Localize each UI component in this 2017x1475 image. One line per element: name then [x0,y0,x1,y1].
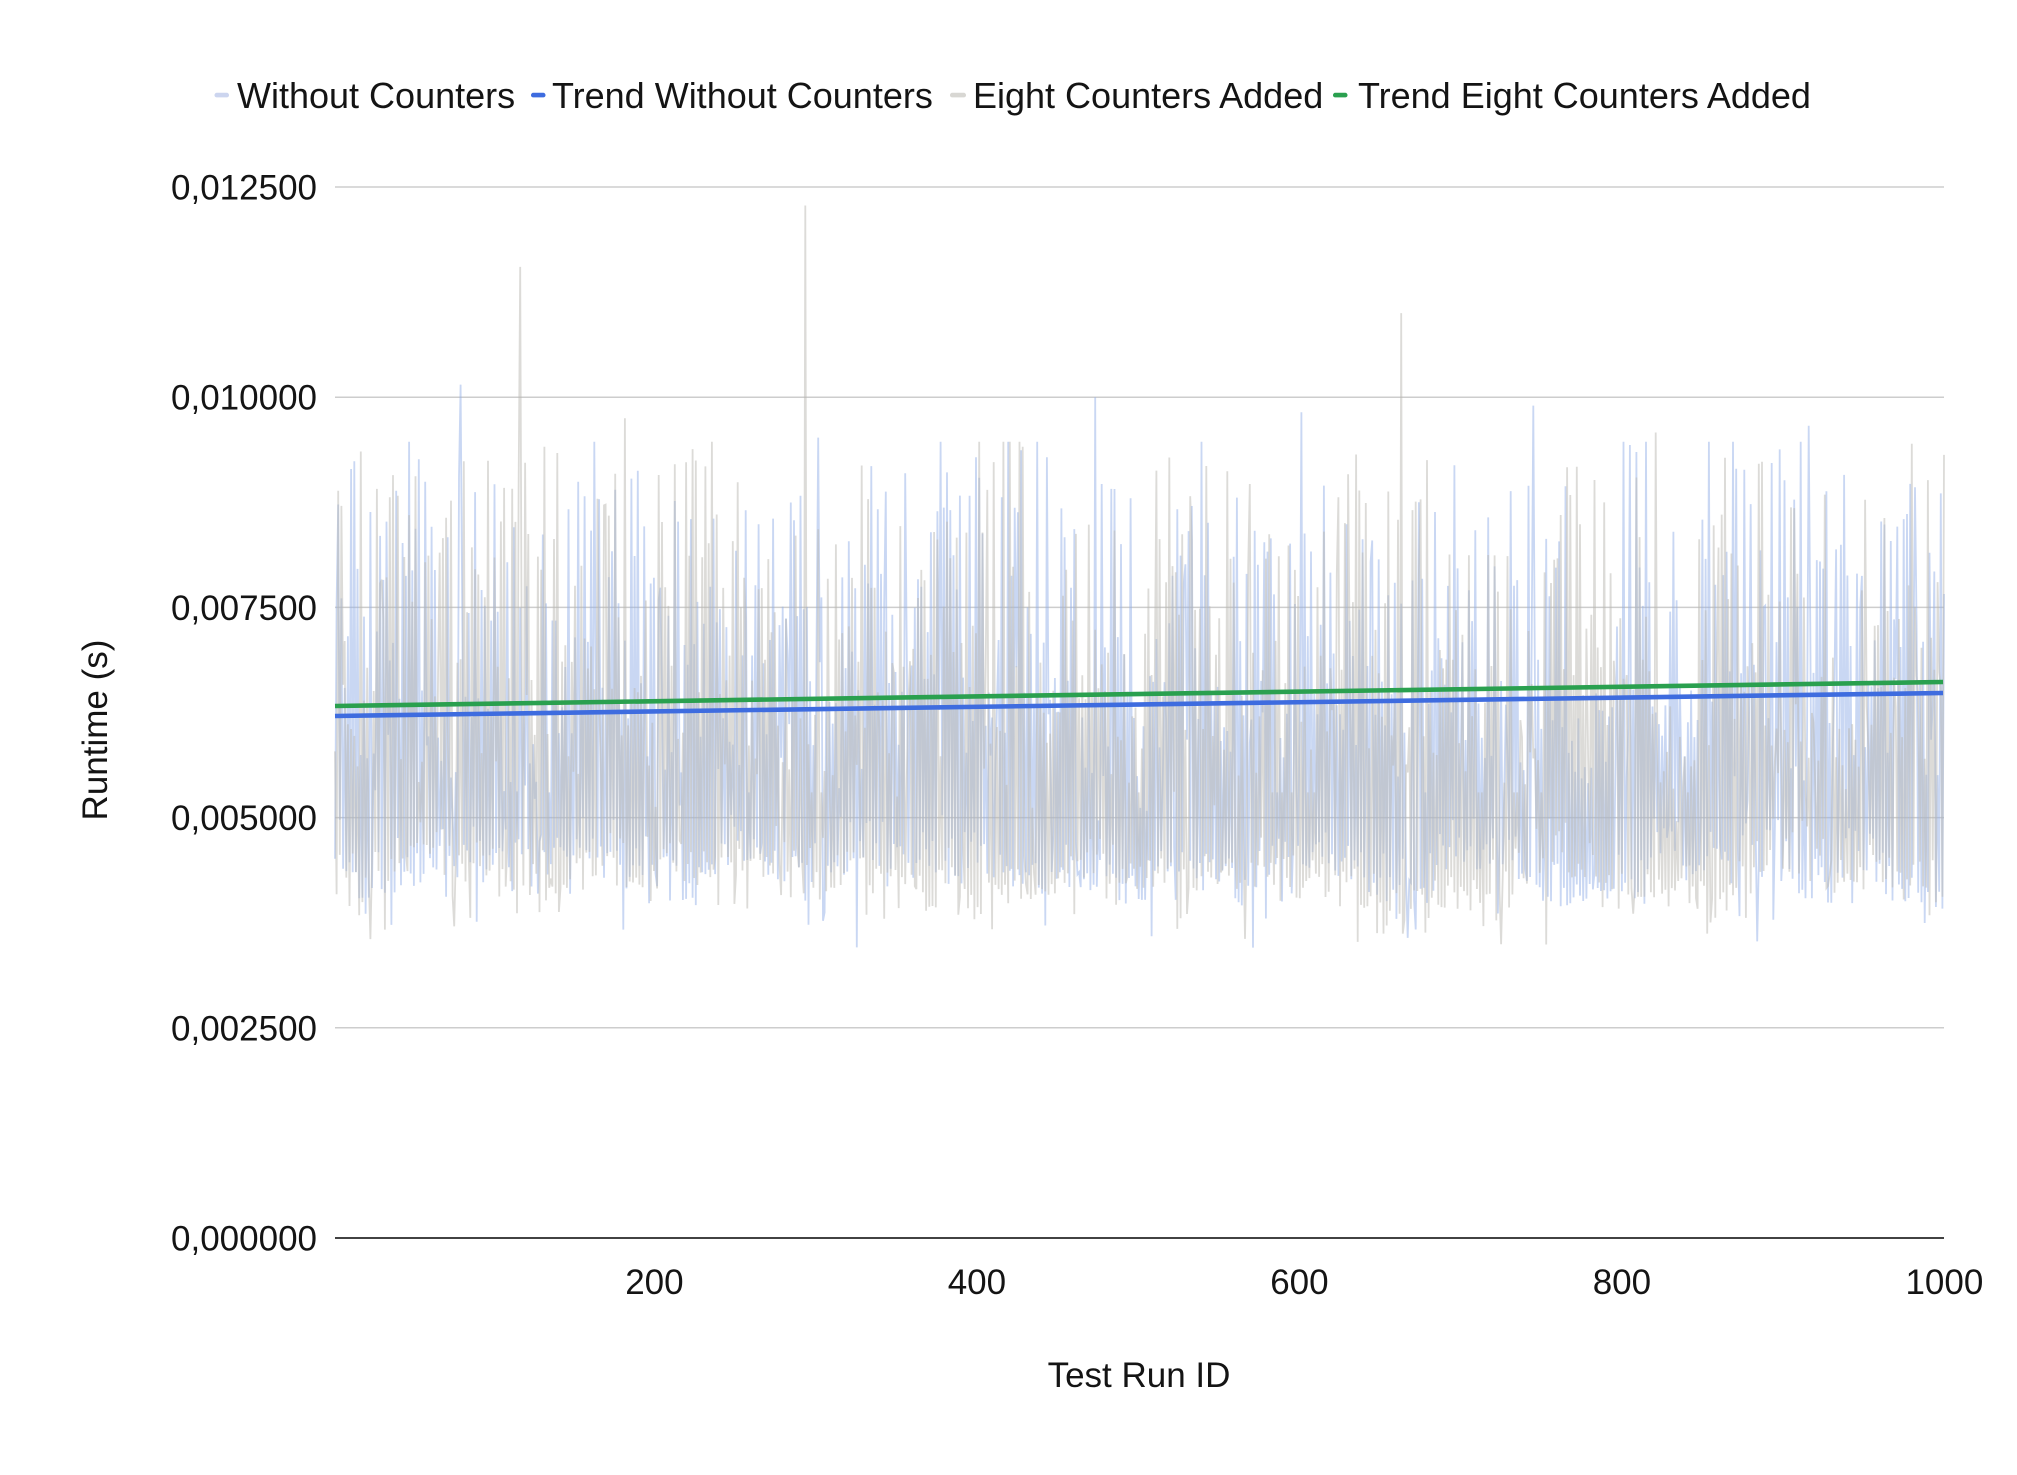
svg-text:0,012500: 0,012500 [171,169,317,208]
svg-text:Test Run ID: Test Run ID [1048,1356,1231,1395]
svg-text:0,005000: 0,005000 [171,799,317,838]
svg-text:600: 600 [1270,1263,1328,1302]
svg-text:0,007500: 0,007500 [171,589,317,628]
svg-text:Runtime (s): Runtime (s) [76,640,115,821]
svg-text:Without Counters: Without Counters [237,75,515,116]
svg-text:0,000000: 0,000000 [171,1220,317,1259]
svg-text:0,010000: 0,010000 [171,379,317,418]
svg-text:800: 800 [1593,1263,1651,1302]
svg-text:0,002500: 0,002500 [171,1009,317,1048]
svg-text:Trend Eight Counters Added: Trend Eight Counters Added [1358,75,1811,116]
svg-text:Eight Counters Added: Eight Counters Added [973,75,1323,116]
svg-text:200: 200 [625,1263,683,1302]
svg-text:400: 400 [948,1263,1006,1302]
svg-text:1000: 1000 [1905,1263,1983,1302]
svg-text:Trend Without Counters: Trend Without Counters [552,75,933,116]
